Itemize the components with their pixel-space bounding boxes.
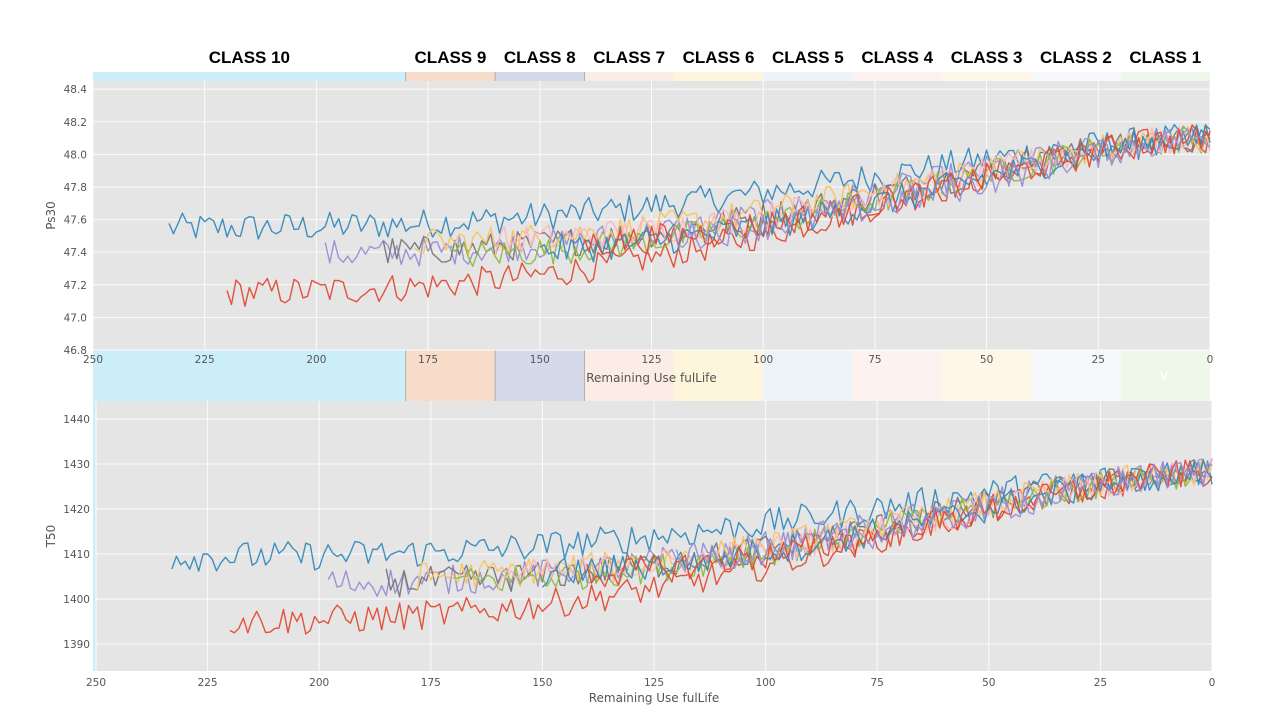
x-tick-label: 100 bbox=[756, 677, 776, 689]
class-label-2: CLASS 2 bbox=[1040, 48, 1112, 67]
y-tick-label: 46.8 bbox=[64, 345, 87, 357]
class-labels-layer: CLASS 10 CLASS 9 CLASS 8 CLASS 7 CLASS 6 CLAS… bbox=[209, 48, 1201, 384]
x-tick-label: 75 bbox=[871, 677, 884, 689]
class-label-7: CLASS 7 bbox=[593, 48, 665, 67]
y-tick-label: 1440 bbox=[63, 414, 90, 426]
class-label-4: CLASS 4 bbox=[861, 48, 933, 67]
y-tick-label: 1390 bbox=[63, 639, 90, 651]
y-tick-label: 47.2 bbox=[64, 280, 87, 292]
y-tick-label: 47.6 bbox=[64, 215, 88, 227]
x-tick-label: 175 bbox=[421, 677, 441, 689]
x-tick-label: 0 bbox=[1209, 677, 1216, 689]
x-tick-label: 100 bbox=[753, 354, 773, 366]
y-tick-label: 48.2 bbox=[64, 117, 87, 129]
y-tick-label: 47.4 bbox=[64, 247, 88, 259]
y-tick-label: 47.0 bbox=[64, 312, 87, 324]
x-tick-label: 250 bbox=[86, 677, 106, 689]
t50-series-line-3 bbox=[327, 458, 1213, 597]
class-label-9: CLASS 9 bbox=[415, 48, 487, 67]
class-label-5: CLASS 5 bbox=[772, 48, 844, 67]
x-tick-label: 150 bbox=[530, 354, 550, 366]
x-tick-label: 150 bbox=[532, 677, 552, 689]
ps30-y-axis-title: Ps30 bbox=[44, 201, 58, 230]
t50-series-line-1 bbox=[171, 460, 1213, 572]
class-label-10: CLASS 10 bbox=[209, 48, 290, 67]
class-label-6: CLASS 6 bbox=[683, 48, 755, 67]
ps30-series-line-6 bbox=[449, 126, 1211, 267]
y-tick-label: 1400 bbox=[63, 594, 90, 606]
x-tick-label: 25 bbox=[1092, 354, 1105, 366]
y-tick-label: 1410 bbox=[63, 549, 90, 561]
ps30-series-line-2 bbox=[226, 127, 1211, 307]
x-tick-label: 200 bbox=[306, 354, 326, 366]
x-tick-label: 225 bbox=[198, 677, 218, 689]
x-tick-label: 0 bbox=[1207, 354, 1214, 366]
y-tick-label: 1420 bbox=[63, 504, 90, 516]
y-tick-label: 48.0 bbox=[64, 149, 87, 161]
x-tick-label: 200 bbox=[309, 677, 329, 689]
ps30-series-line-10 bbox=[673, 128, 1211, 250]
t50-y-axis-title: T50 bbox=[44, 525, 58, 549]
t50-series-line-10 bbox=[675, 461, 1213, 572]
y-tick-label: 48.4 bbox=[64, 84, 88, 96]
ps30-x-axis-title: Remaining Use fulLife bbox=[586, 371, 717, 385]
x-tick-label: 50 bbox=[980, 354, 993, 366]
ps30-series-line-8 bbox=[539, 123, 1211, 263]
x-tick-label: 175 bbox=[418, 354, 438, 366]
t50-series-line-9 bbox=[586, 459, 1213, 588]
x-tick-label: 25 bbox=[1094, 677, 1107, 689]
x-tick-label: 50 bbox=[982, 677, 995, 689]
x-tick-label: 75 bbox=[868, 354, 881, 366]
x-tick-label: 250 bbox=[83, 354, 103, 366]
x-tick-label: 225 bbox=[195, 354, 215, 366]
class-label-3: CLASS 3 bbox=[951, 48, 1023, 67]
t50-series-line-7 bbox=[497, 459, 1213, 590]
class-label-8: CLASS 8 bbox=[504, 48, 576, 67]
t50-x-axis-title: Remaining Use fulLife bbox=[589, 691, 720, 705]
y-tick-label: 1430 bbox=[63, 459, 90, 471]
stray-mark: v bbox=[1160, 366, 1169, 384]
class-label-1: CLASS 1 bbox=[1129, 48, 1201, 67]
y-tick-label: 47.8 bbox=[64, 182, 87, 194]
x-tick-label: 125 bbox=[644, 677, 664, 689]
x-tick-label: 125 bbox=[641, 354, 661, 366]
